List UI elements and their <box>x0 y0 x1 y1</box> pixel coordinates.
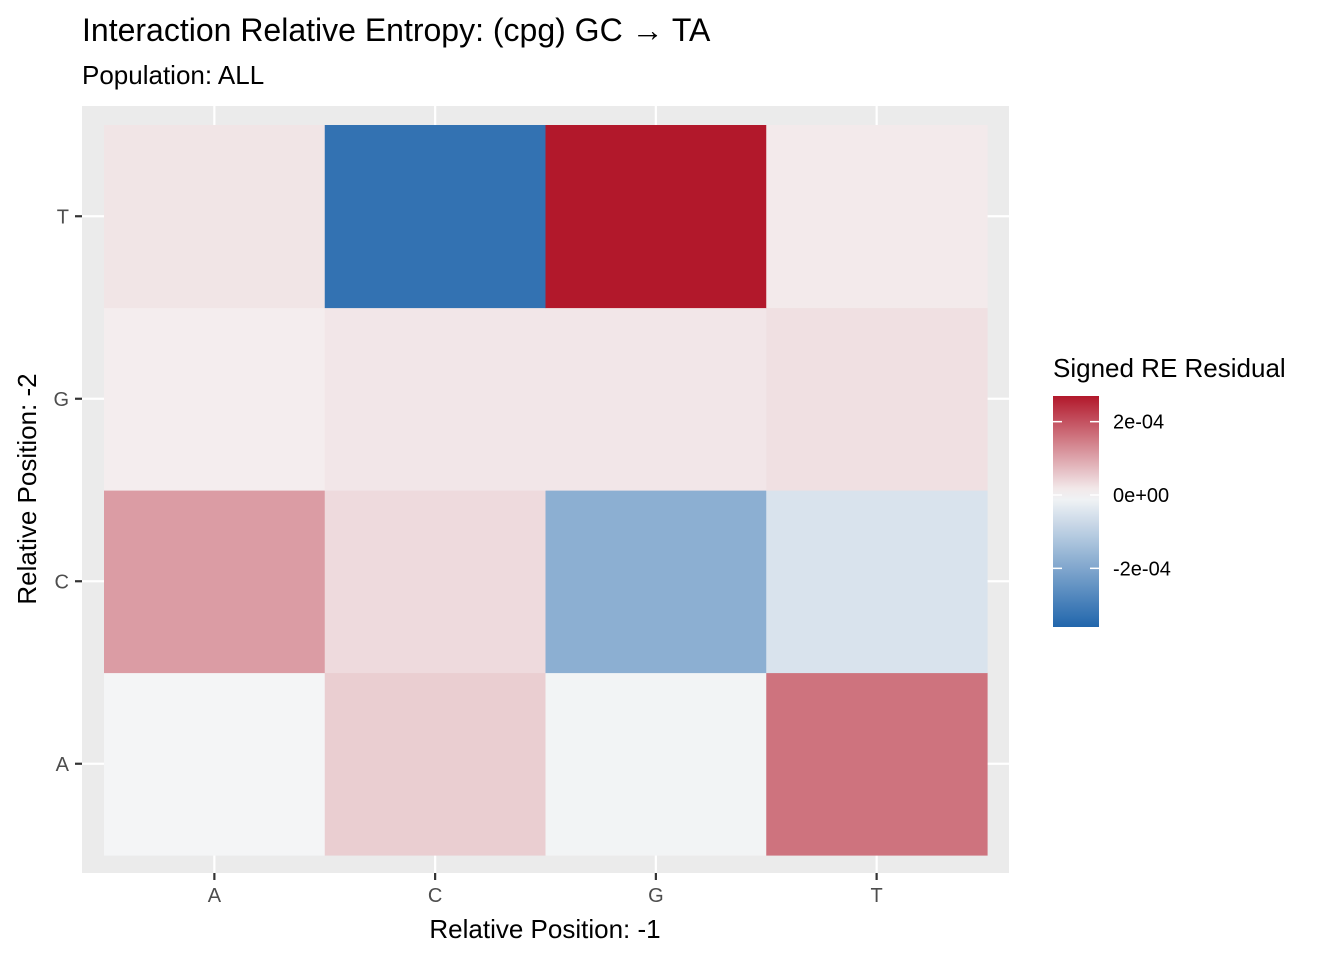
legend-label: 2e-04 <box>1113 412 1164 434</box>
legend-ticks: 2e-04 0e+00 -2e-04 <box>1053 412 1171 580</box>
heatmap-cell-A-T <box>104 125 326 309</box>
heatmap-cell-T-G <box>766 307 988 491</box>
heatmap-cell-A-C <box>104 490 326 674</box>
heatmap-cell-T-A <box>766 672 988 856</box>
heatmap-cell-T-T <box>766 125 988 309</box>
y-tick-label: T <box>57 206 69 228</box>
y-tick-label: A <box>56 754 70 776</box>
heatmap-cell-A-A <box>104 672 326 856</box>
chart-title: Interaction Relative Entropy: (cpg) GC →… <box>82 12 711 48</box>
heatmap-cell-C-C <box>324 490 547 674</box>
y-tick-label: G <box>53 389 69 411</box>
heatmap-cell-C-A <box>324 672 547 856</box>
legend-label: -2e-04 <box>1113 558 1171 580</box>
heatmap-cell-G-A <box>545 672 767 856</box>
heatmap-cells <box>104 125 988 856</box>
legend-label: 0e+00 <box>1113 485 1169 507</box>
legend-title: Signed RE Residual <box>1053 353 1286 383</box>
heatmap-cell-C-G <box>324 307 547 491</box>
x-tick-label: C <box>428 885 442 907</box>
y-tick-label: C <box>55 571 69 593</box>
heatmap-cell-C-T <box>324 125 547 309</box>
heatmap-cell-A-G <box>104 307 326 491</box>
x-axis-title: Relative Position: -1 <box>429 914 660 944</box>
x-tick-label: A <box>208 885 222 907</box>
chart-subtitle: Population: ALL <box>82 60 264 90</box>
heatmap-cell-G-T <box>545 125 767 309</box>
x-tick-label: T <box>871 885 883 907</box>
heatmap-cell-T-C <box>766 490 988 674</box>
legend-colorbar <box>1053 396 1099 627</box>
y-axis-title: Relative Position: -2 <box>12 373 42 604</box>
x-tick-label: G <box>648 885 664 907</box>
y-axis: A C G T <box>53 206 82 776</box>
heatmap-cell-G-C <box>545 490 767 674</box>
heatmap-cell-G-G <box>545 307 767 491</box>
